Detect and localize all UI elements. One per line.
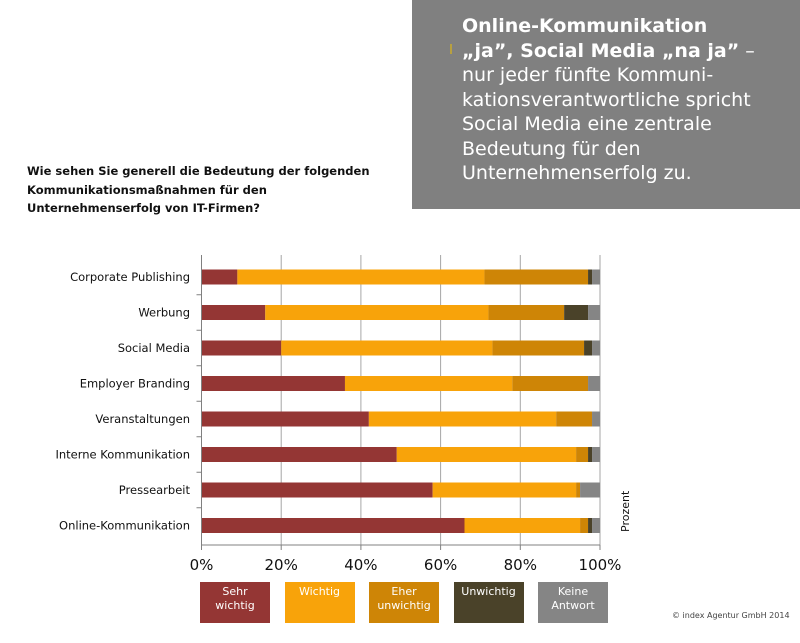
copyright-footer: © index Agentur GmbH 2014 xyxy=(672,611,790,620)
legend-label: Antwort xyxy=(551,599,595,612)
bar-segment xyxy=(580,482,600,498)
accent-mark xyxy=(450,44,452,54)
bar-segment xyxy=(201,518,465,533)
x-tick-label: 20% xyxy=(265,556,298,574)
bar-segment xyxy=(201,411,369,427)
bar-segment xyxy=(201,482,433,498)
callout-body-line: nur jeder fünfte Kommuni- xyxy=(462,64,714,86)
bar-segment xyxy=(592,411,600,427)
bar-segment xyxy=(576,482,581,498)
tick-labels: 0% 20% 40% 60% 80% 100% xyxy=(190,556,622,574)
callout-body-line: kationsverantwortliche spricht xyxy=(462,88,751,111)
x-tick-label: 0% xyxy=(190,556,214,574)
bar-segment xyxy=(237,269,485,285)
bar-segment xyxy=(588,518,593,533)
category-labels: Corporate Publishing Werbung Social Media E… xyxy=(55,270,190,533)
bar-segment xyxy=(464,518,581,533)
callout-body-line: Bedeutung für den xyxy=(462,137,641,160)
bar-segment xyxy=(588,305,600,320)
bar-segment xyxy=(201,305,266,320)
bar-segment xyxy=(492,340,585,356)
bar-segment xyxy=(201,269,238,285)
axis-title-prozent: Prozent xyxy=(619,490,632,532)
x-tick-label: 60% xyxy=(424,556,457,574)
bar-segment xyxy=(432,482,577,498)
bar-segment xyxy=(488,305,565,320)
x-tick-label: 100% xyxy=(579,556,622,574)
category-label: Veranstaltungen xyxy=(95,412,190,426)
bar-segment xyxy=(265,305,489,320)
legend-label: unwichtig xyxy=(377,599,431,612)
category-label: Corporate Publishing xyxy=(70,270,190,284)
category-label: Employer Branding xyxy=(80,377,190,391)
bar-segment xyxy=(344,376,513,391)
category-label: Pressearbeit xyxy=(119,483,191,497)
stacked-bar-chart: Corporate Publishing Werbung Social Media E… xyxy=(55,255,632,574)
bar-segment xyxy=(512,376,589,391)
legend-item: Sehr wichtig xyxy=(200,582,270,623)
callout-dash: – xyxy=(739,39,755,62)
callout-headline-2: „ja”, Social Media „na ja” xyxy=(462,39,740,62)
category-label: Werbung xyxy=(138,306,190,320)
category-label: Online-Kommunikation xyxy=(59,519,190,533)
bar-segment xyxy=(201,340,282,356)
legend-item: Unwichtig xyxy=(453,582,524,623)
callout-headline-2-row: „ja”, Social Media „na ja” – xyxy=(462,39,797,64)
bar-segment xyxy=(368,411,557,427)
legend-item: Wichtig xyxy=(284,582,355,623)
bar-segment xyxy=(588,376,600,391)
bar-segment xyxy=(580,518,589,533)
gridlines xyxy=(201,255,601,550)
bar-segment xyxy=(588,447,593,462)
bar-segment xyxy=(588,269,593,285)
bar-segment xyxy=(201,447,397,462)
bar-segment xyxy=(281,340,493,356)
bar-segment xyxy=(576,447,589,462)
bar-segment xyxy=(484,269,589,285)
bar-segment xyxy=(592,447,600,462)
callout-body-line: Social Media eine zentrale xyxy=(462,113,712,135)
survey-question: Wie sehen Sie generell die Bedeutung der… xyxy=(27,164,370,215)
headline-callout: Online-Kommunikation „ja”, Social Media … xyxy=(412,0,800,209)
legend-label: Unwichtig xyxy=(461,585,516,598)
bar-segment xyxy=(584,340,593,356)
legend-label: Sehr xyxy=(222,585,248,598)
legend-label: wichtig xyxy=(215,599,255,612)
category-label: Interne Kommunikation xyxy=(55,448,190,462)
bar-segment xyxy=(592,340,600,356)
legend-label: Eher xyxy=(391,585,417,598)
x-tick-label: 40% xyxy=(344,556,377,574)
bar-segment xyxy=(556,411,593,427)
legend-item: Eher unwichtig xyxy=(369,582,439,623)
legend: Sehr wichtig Wichtig Eher unwichtig Unwichtig… xyxy=(200,582,610,624)
legend-item: Keine Antwort xyxy=(538,582,608,623)
callout-body-line: Unternehmenserfolg zu. xyxy=(462,162,692,184)
callout-text: Online-Kommunikation „ja”, Social Media … xyxy=(462,14,797,186)
bar-segment xyxy=(564,305,589,320)
callout-headline-1: Online-Kommunikation xyxy=(462,15,708,37)
axes xyxy=(196,255,600,546)
bar-segment xyxy=(201,376,345,391)
bar-segment xyxy=(396,447,577,462)
bar-segment xyxy=(592,269,600,285)
category-label: Social Media xyxy=(118,341,190,355)
x-tick-label: 80% xyxy=(504,556,537,574)
legend-label: Wichtig xyxy=(298,585,341,598)
bar-segment xyxy=(592,518,600,533)
bars xyxy=(201,269,600,533)
legend-label: Keine xyxy=(557,585,589,598)
